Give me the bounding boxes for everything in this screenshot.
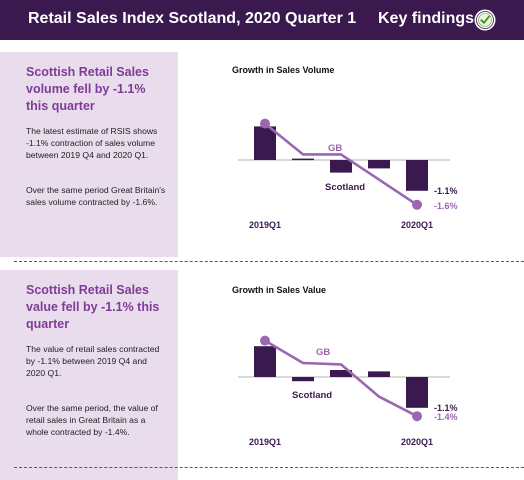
value-scotland-bar — [330, 370, 352, 377]
value-scotland-series-label: Scotland — [292, 390, 332, 401]
value-headline: Scottish Retail Sales value fell by -1.1… — [26, 283, 160, 331]
volume-gb-series-label: GB — [328, 143, 342, 154]
value-chart-title: Growth in Sales Value — [232, 285, 327, 295]
value-paragraph-2: Over the same period, the value of retai… — [26, 403, 158, 437]
value-gb-series-label: GB — [316, 347, 330, 358]
volume-scotland-bar — [406, 160, 428, 191]
value-scotland-bar — [254, 346, 276, 377]
section-divider — [14, 261, 524, 262]
volume-scotland-series-label: Scotland — [325, 182, 365, 193]
section-divider-bottom — [14, 467, 524, 468]
volume-gb-end-marker — [412, 199, 422, 210]
volume-scotland-bar — [292, 158, 314, 161]
value-scotland-bar — [406, 377, 428, 408]
value-scotland-bar — [292, 377, 314, 382]
value-category-label: 2019Q1 — [249, 437, 281, 447]
volume-gb-start-marker — [260, 118, 270, 129]
key-findings-label: Key findings — [378, 10, 475, 27]
sales-volume-chart: GB Scotland -1.1% -1.6% 2019Q1 2020Q1 — [238, 118, 458, 230]
value-gb-start-marker — [260, 335, 270, 346]
volume-scotland-end-label: -1.1% — [434, 186, 458, 196]
findings-panel-volume: Scottish Retail Sales volume fell by -1.… — [0, 52, 178, 257]
volume-scotland-bar — [254, 126, 276, 160]
volume-chart-title: Growth in Sales Volume — [232, 65, 335, 75]
volume-paragraph-1: The latest estimate of RSIS shows -1.1% … — [26, 126, 158, 160]
accredited-official-statistics-seal-icon — [474, 9, 496, 31]
value-gb-line — [264, 339, 418, 418]
volume-category-label: 2019Q1 — [249, 220, 281, 230]
volume-paragraph-2: Over the same period Great Britain's sal… — [26, 185, 166, 207]
value-paragraph-1: The value of retail sales contracted by … — [26, 344, 160, 378]
value-gb-end-marker — [412, 411, 422, 422]
report-header: Retail Sales Index Scotland, 2020 Quarte… — [0, 0, 524, 40]
findings-panel-value: Scottish Retail Sales value fell by -1.1… — [0, 270, 178, 480]
volume-category-label: 2020Q1 — [401, 220, 433, 230]
value-category-label: 2020Q1 — [401, 437, 433, 447]
volume-headline: Scottish Retail Sales volume fell by -1.… — [26, 65, 149, 113]
volume-scotland-bar — [368, 160, 390, 169]
value-scotland-bar — [368, 371, 390, 377]
volume-scotland-bar — [330, 160, 352, 173]
volume-gb-line — [264, 122, 418, 206]
value-gb-end-label: -1.4% — [434, 412, 458, 422]
value-scotland-end-label: -1.1% — [434, 403, 458, 413]
sales-value-chart: GB Scotland -1.1%-1.4% 2019Q1 2020Q1 — [238, 335, 458, 447]
volume-gb-end-label: -1.6% — [434, 201, 458, 211]
report-title: Retail Sales Index Scotland, 2020 Quarte… — [28, 10, 357, 27]
